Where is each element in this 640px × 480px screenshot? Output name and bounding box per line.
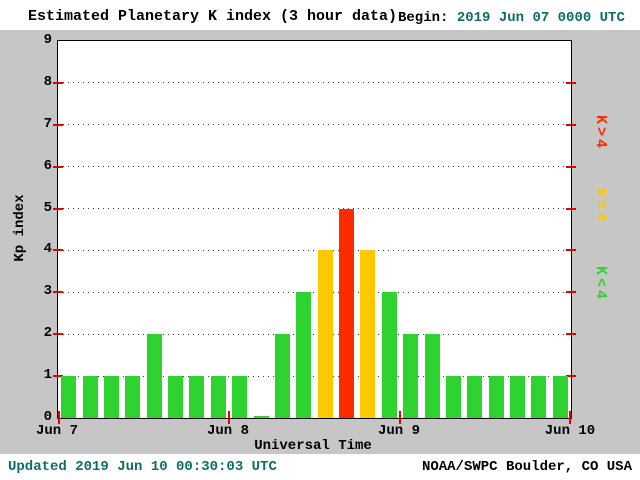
y-tick-left bbox=[53, 123, 63, 126]
x-tick-day bbox=[399, 411, 401, 424]
kp-bar bbox=[531, 376, 547, 418]
kp-bar bbox=[125, 376, 141, 418]
y-tick-left bbox=[53, 165, 63, 168]
kp-bar bbox=[424, 334, 440, 418]
y-tick-label-0: 0 bbox=[43, 409, 52, 425]
x-tick-day bbox=[228, 411, 230, 424]
gridline-kp-1 bbox=[58, 375, 571, 377]
kp-bar bbox=[510, 376, 526, 418]
y-axis-title: Kp index bbox=[12, 194, 28, 262]
kp-bar bbox=[339, 208, 355, 418]
kp-bar bbox=[381, 292, 397, 418]
y-tick-label-2: 2 bbox=[43, 325, 52, 342]
gridline-kp-2 bbox=[58, 333, 571, 335]
chart-title: Estimated Planetary K index (3 hour data… bbox=[28, 8, 398, 25]
kp-bar bbox=[146, 334, 162, 418]
kp-bar bbox=[488, 376, 504, 418]
y-tick-right bbox=[566, 249, 576, 252]
kp-bar bbox=[61, 376, 77, 418]
kp-bar bbox=[82, 376, 98, 418]
y-tick-right bbox=[566, 123, 576, 126]
updated-text: Updated 2019 Jun 10 00:30:03 UTC bbox=[8, 459, 277, 475]
legend-item-K4: K<4 bbox=[592, 266, 609, 303]
legend-item-K4: K=4 bbox=[592, 188, 609, 225]
gridline-kp-8 bbox=[58, 82, 571, 84]
credit-text: NOAA/SWPC Boulder, CO USA bbox=[421, 459, 632, 475]
gridline-kp-5 bbox=[58, 208, 571, 210]
begin-label: Begin: bbox=[398, 10, 449, 26]
kp-bar bbox=[253, 416, 269, 418]
kp-bar bbox=[103, 376, 119, 418]
y-tick-left bbox=[53, 333, 63, 336]
y-tick-label-3: 3 bbox=[43, 283, 52, 300]
gridline-kp-4 bbox=[58, 249, 571, 251]
y-tick-right bbox=[566, 333, 576, 336]
y-tick-left bbox=[53, 207, 63, 210]
x-tick-label: Jun 9 bbox=[377, 423, 420, 439]
begin-timestamp: Begin: 2019 Jun 07 0000 UTC bbox=[398, 10, 625, 26]
y-tick-label-8: 8 bbox=[43, 73, 52, 90]
y-tick-left bbox=[53, 375, 63, 378]
gridline-kp-3 bbox=[58, 291, 571, 293]
legend-item-K4: K>4 bbox=[592, 115, 609, 152]
y-tick-left bbox=[53, 291, 63, 294]
y-tick-label-9: 9 bbox=[43, 32, 52, 48]
kp-bar bbox=[168, 376, 184, 418]
kp-bar bbox=[274, 334, 290, 418]
y-tick-label-5: 5 bbox=[43, 199, 52, 216]
y-tick-left bbox=[53, 249, 63, 252]
y-tick-label-1: 1 bbox=[43, 367, 52, 384]
y-tick-label-4: 4 bbox=[43, 241, 52, 258]
kp-bar bbox=[552, 376, 568, 418]
begin-value: 2019 Jun 07 0000 UTC bbox=[456, 10, 625, 26]
y-tick-right bbox=[566, 165, 576, 168]
y-tick-label-7: 7 bbox=[43, 115, 52, 132]
y-tick-right bbox=[566, 207, 576, 210]
x-tick-day bbox=[58, 411, 60, 424]
kp-bar bbox=[403, 334, 419, 418]
kp-bar bbox=[296, 292, 312, 418]
kp-bar bbox=[317, 250, 333, 418]
y-tick-label-6: 6 bbox=[43, 157, 52, 174]
kp-bar bbox=[445, 376, 461, 418]
y-tick-right bbox=[566, 81, 576, 84]
gridline-kp-7 bbox=[58, 124, 571, 126]
y-tick-right bbox=[566, 375, 576, 378]
plot-area bbox=[53, 40, 576, 424]
x-tick-label: Jun 8 bbox=[206, 423, 249, 439]
kp-bar bbox=[232, 376, 248, 418]
kp-bar bbox=[467, 376, 483, 418]
y-tick-left bbox=[53, 81, 63, 84]
kp-bar bbox=[189, 376, 205, 418]
x-axis-title: Universal Time bbox=[254, 438, 372, 454]
y-tick-right bbox=[566, 291, 576, 294]
x-tick-label: Jun 10 bbox=[544, 423, 596, 439]
x-tick-label: Jun 7 bbox=[35, 423, 78, 439]
kp-bar bbox=[210, 376, 226, 418]
gridline-kp-6 bbox=[58, 166, 571, 168]
kp-bar bbox=[360, 250, 376, 418]
x-tick-day bbox=[569, 411, 571, 424]
